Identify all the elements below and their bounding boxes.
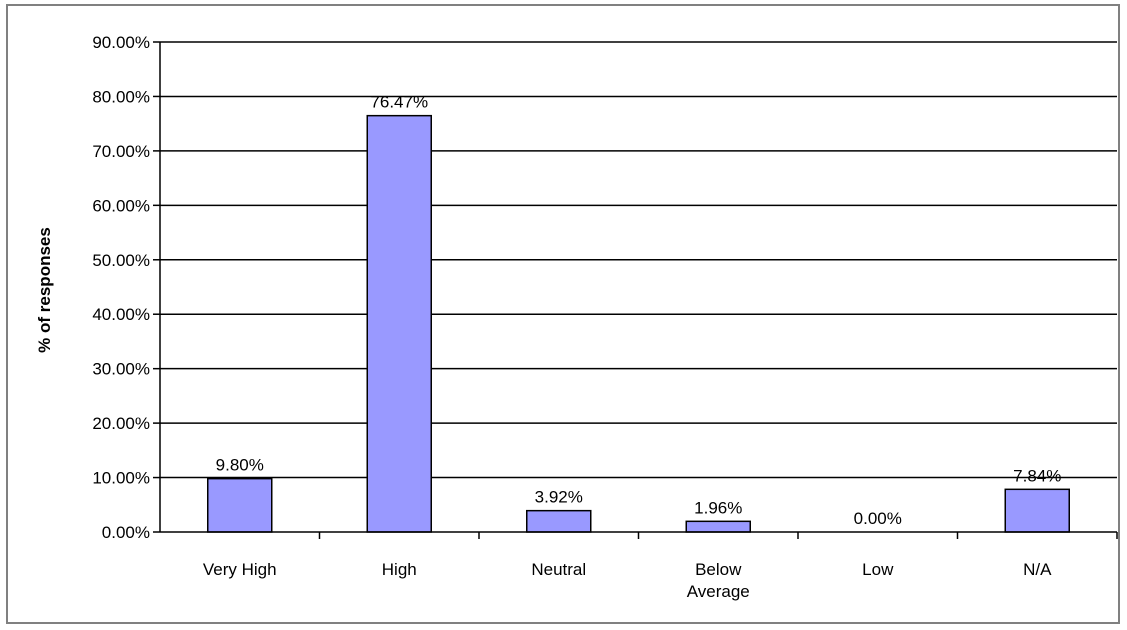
gridlines	[160, 41, 1117, 479]
y-tick-label: 50.00%	[92, 251, 150, 270]
bar	[207, 477, 273, 533]
y-tick-label: 60.00%	[92, 196, 150, 215]
y-tick-label: 80.00%	[92, 87, 150, 106]
bar	[526, 509, 592, 533]
x-category-label: Neutral	[531, 560, 586, 579]
y-tick-label: 90.00%	[92, 33, 150, 52]
y-tick-label: 70.00%	[92, 142, 150, 161]
y-axis-title: % of responses	[35, 227, 54, 353]
x-category-label: Below	[695, 560, 742, 579]
x-category-label: High	[382, 560, 417, 579]
data-label: 0.00%	[854, 509, 902, 528]
data-label: 3.92%	[535, 488, 583, 507]
labels: 0.00% 10.00% 20.00% 30.00% 40.00% 50.00% 60.00…	[92, 33, 1061, 601]
y-tick-label: 10.00%	[92, 469, 150, 488]
y-tick-label: 40.00%	[92, 305, 150, 324]
y-tick-label: 20.00%	[92, 414, 150, 433]
x-category-label: Low	[862, 560, 894, 579]
y-tick-label: 30.00%	[92, 360, 150, 379]
bar	[685, 520, 751, 533]
data-label: 9.80%	[216, 456, 264, 475]
x-category-label: Average	[687, 582, 750, 601]
bars	[207, 114, 1070, 533]
x-category-label: N/A	[1023, 560, 1052, 579]
bar	[1004, 488, 1070, 533]
x-category-label: Very High	[203, 560, 277, 579]
axes	[153, 41, 1118, 539]
data-label: 76.47%	[370, 93, 428, 112]
data-label: 7.84%	[1013, 466, 1061, 485]
data-label: 1.96%	[694, 498, 742, 517]
bar	[366, 114, 432, 533]
y-tick-label: 0.00%	[102, 523, 150, 542]
